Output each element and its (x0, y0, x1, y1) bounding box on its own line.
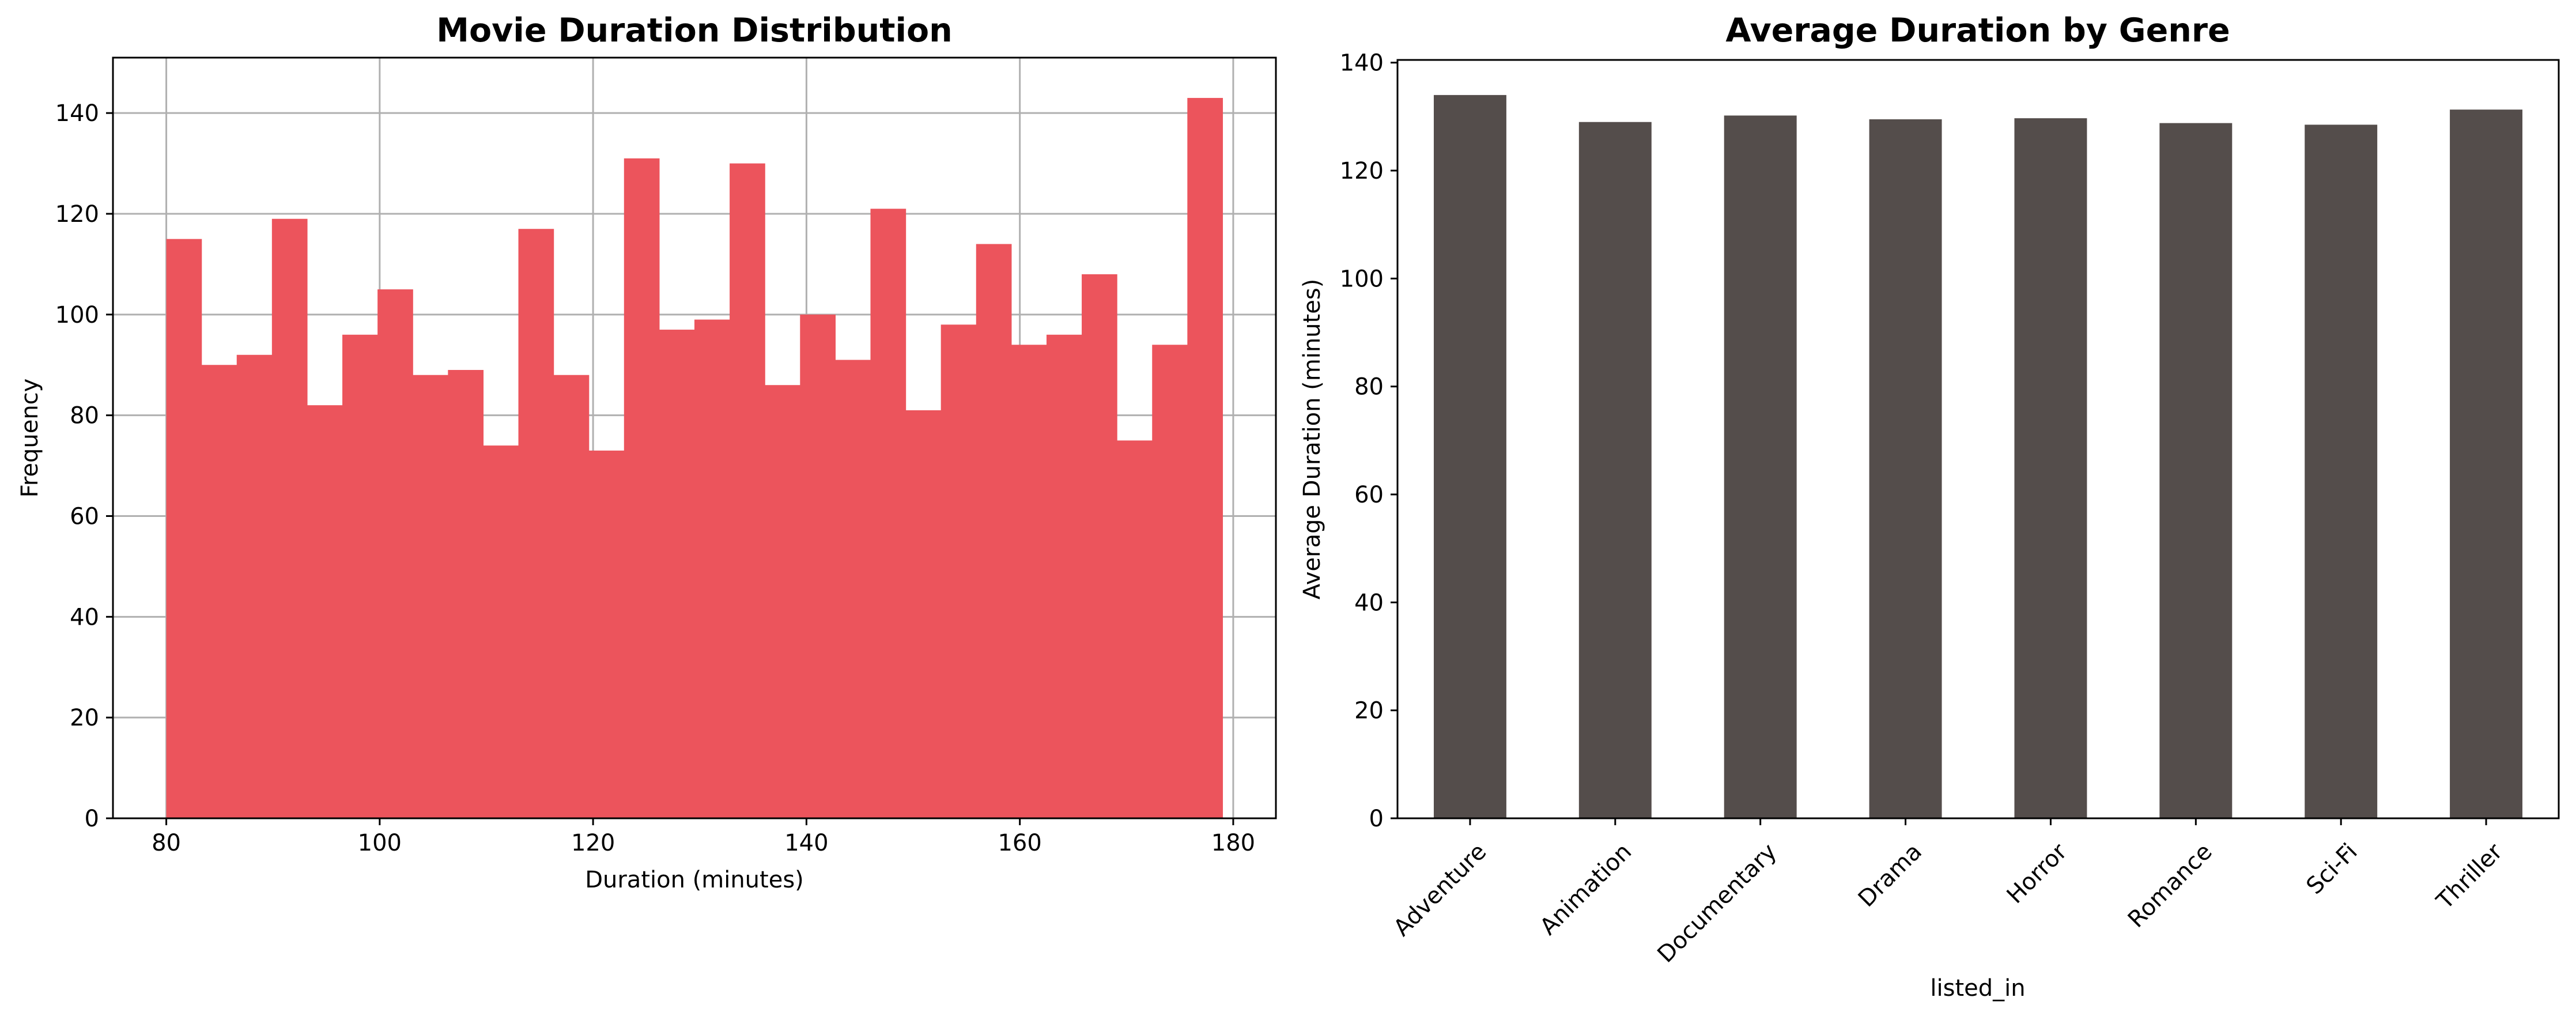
histogram-y-tick-label: 0 (85, 806, 99, 832)
histogram-bars (166, 97, 1223, 819)
histogram-bar (905, 410, 942, 818)
histogram-bar (765, 385, 800, 818)
genre-bar (1724, 115, 1797, 818)
genre-y-tick-label: 80 (1354, 374, 1384, 401)
histogram-x-tick-label: 80 (152, 830, 181, 856)
histogram-bar (1011, 345, 1047, 818)
genre-axes-frame (1396, 59, 2560, 819)
histogram-bar (659, 330, 695, 818)
histogram-x-tick-label: 120 (571, 830, 615, 856)
histogram-bar (870, 209, 906, 818)
histogram-y-tick-label: 140 (55, 100, 99, 127)
genre-y-tick-label: 140 (1340, 50, 1384, 77)
genre-y-tick-label: 120 (1340, 158, 1384, 184)
genre-chart-title: Average Duration by Genre (1725, 12, 2230, 50)
histogram-bar (201, 365, 237, 818)
genre-x-axis-label: listed_in (1930, 975, 2025, 1002)
histogram-y-tick-label: 40 (70, 604, 99, 630)
histogram-bar (236, 354, 273, 818)
histogram-y-tick-label: 120 (55, 201, 99, 228)
histogram-y-tick-label: 80 (70, 403, 99, 429)
histogram-bar (694, 319, 730, 818)
genre-bar (1578, 122, 1652, 818)
genre-y-tick-label: 60 (1354, 482, 1384, 508)
genre-y-axis-label: Average Duration (minutes) (1299, 279, 1325, 600)
histogram-axes-frame (112, 56, 1277, 819)
genre-y-tick-label: 100 (1340, 266, 1384, 292)
histogram-x-tick-label: 140 (784, 830, 828, 856)
histogram-bar (624, 158, 660, 818)
histogram-bar (377, 289, 413, 818)
histogram-x-tick-label: 100 (358, 830, 402, 856)
histogram-chart: Movie Duration Distribution 80 100 120 140 1… (17, 12, 1277, 893)
histogram-bar (835, 360, 871, 818)
histogram-title: Movie Duration Distribution (436, 12, 953, 50)
histogram-bar (271, 218, 308, 818)
genre-bar (2014, 118, 2087, 819)
genre-bar (2159, 123, 2233, 818)
histogram-bar (1187, 97, 1223, 818)
histogram-bar (800, 314, 836, 818)
histogram-y-axis-label: Frequency (17, 379, 43, 498)
genre-y-tick-label: 40 (1354, 590, 1384, 616)
histogram-y-tick-label: 100 (55, 302, 99, 328)
genre-bar (2450, 109, 2523, 818)
genre-bars (1433, 95, 2523, 819)
histogram-bar (413, 375, 448, 818)
histogram-bar (448, 369, 484, 818)
histogram-bar (342, 334, 378, 818)
histogram-bar (976, 244, 1012, 818)
histogram-y-tick-label: 20 (70, 705, 99, 731)
genre-y-ticks: 0 20 40 60 80 100 120 140 (1340, 50, 1397, 832)
genre-bar (1433, 95, 1506, 818)
histogram-bar (940, 324, 977, 818)
histogram-bar (1152, 345, 1188, 818)
histogram-x-ticks: 80 100 120 140 160 180 (152, 818, 1255, 856)
histogram-x-tick-label: 180 (1211, 830, 1255, 856)
histogram-bar (588, 450, 625, 818)
histogram-y-tick-label: 60 (70, 503, 99, 530)
histogram-x-axis-label: Duration (minutes) (585, 867, 804, 893)
histogram-bar (1082, 274, 1117, 818)
histogram-bar (730, 163, 765, 818)
histogram-bar (307, 405, 343, 818)
histogram-bar (166, 239, 202, 818)
genre-y-tick-label: 0 (1369, 806, 1384, 832)
histogram-x-tick-label: 160 (998, 830, 1041, 856)
histogram-bar (483, 445, 519, 818)
histogram-bar (518, 229, 554, 819)
genre-bar (1869, 119, 1942, 819)
histogram-bar (553, 375, 590, 818)
genre-bar (2305, 124, 2378, 819)
histogram-y-ticks: 0 20 40 60 80 100 120 140 (55, 100, 113, 832)
histogram-bar (1046, 334, 1082, 818)
histogram-bar (1117, 440, 1153, 818)
genre-y-tick-label: 20 (1354, 698, 1384, 724)
